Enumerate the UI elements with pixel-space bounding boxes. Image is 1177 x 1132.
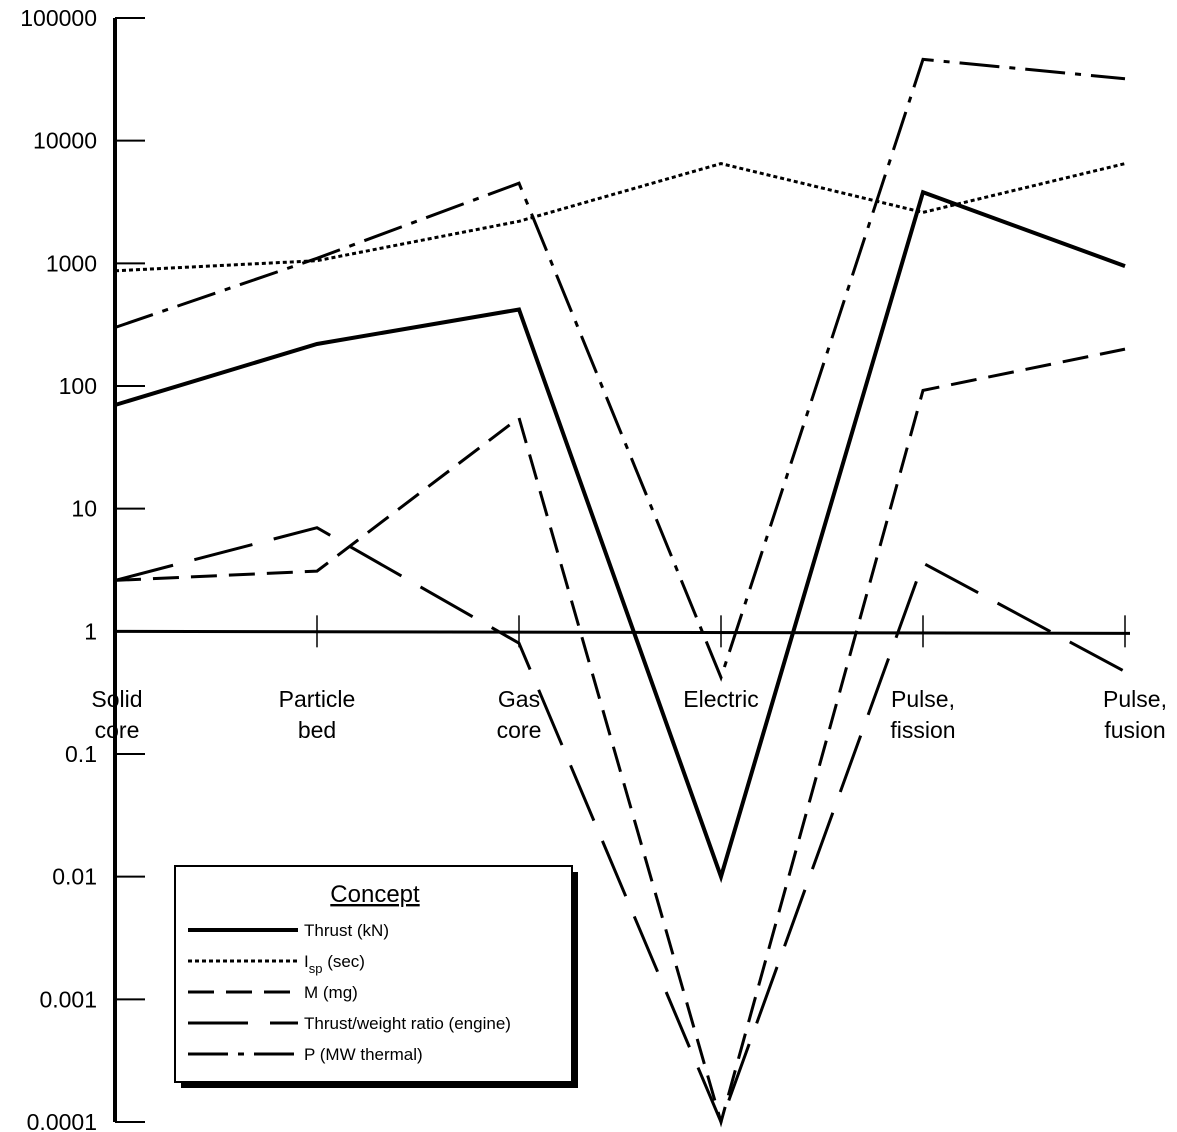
- series-line-4: [114, 57, 1126, 682]
- legend-items: Thrust (kN) Isp (sec) M (mg) Thrust/weight …: [188, 921, 511, 1064]
- x-tick-label: fusion: [1104, 717, 1165, 743]
- x-tick-label: Electric: [683, 686, 758, 712]
- y-tick-label: 0.001: [39, 986, 97, 1012]
- chart-axes: [113, 18, 1131, 1122]
- legend-label: Thrust/weight ratio (engine): [304, 1014, 511, 1033]
- x-tick-label: fission: [890, 717, 955, 743]
- x-tick-label: Pulse,: [1103, 686, 1167, 712]
- y-tick-label: 1: [84, 618, 97, 644]
- x-tick-label: Particle: [279, 686, 356, 712]
- legend-label: M (mg): [304, 983, 358, 1002]
- series-line-3: [114, 526, 1126, 1127]
- y-tick-label: 100000: [20, 5, 97, 31]
- y-tick-label: 10000: [33, 128, 97, 154]
- series-line-0: [114, 189, 1126, 884]
- legend-label: P (MW thermal): [304, 1045, 423, 1064]
- series-lines: [114, 57, 1126, 1128]
- x-tick-label: core: [497, 717, 542, 743]
- y-tick-label: 0.01: [52, 864, 97, 890]
- series-line-1: [114, 162, 1126, 273]
- y-tick-label: 1000: [46, 250, 97, 276]
- y-tick-label: 0.1: [65, 741, 97, 767]
- legend-label: Thrust (kN): [304, 921, 389, 940]
- x-tick-label: core: [95, 717, 140, 743]
- x-tick-label: Gas: [498, 686, 540, 712]
- legend-title: Concept: [330, 881, 420, 908]
- x-tick-label: bed: [298, 717, 336, 743]
- legend-box: [174, 865, 573, 1083]
- y-ticks: 100000 10000 1000 100 10 1 0.1 0.01 0.001 0.0001: [20, 5, 145, 1132]
- y-tick-label: 100: [59, 373, 97, 399]
- x-tick-labels: Solid core Particle bed Gas core Electric Pulse…: [91, 615, 1167, 743]
- legend-label: Isp (sec): [304, 952, 365, 976]
- y-tick-label: 0.0001: [27, 1109, 97, 1132]
- series-line-2: [114, 347, 1126, 1128]
- legend: Concept Thrust (kN)Isp (sec)M (mg)Thrust…: [174, 865, 578, 1088]
- x-axis-line: [114, 629, 1131, 635]
- y-tick-label: 10: [71, 496, 97, 522]
- x-tick-label: Pulse,: [891, 686, 955, 712]
- x-tick-label: Solid: [91, 686, 142, 712]
